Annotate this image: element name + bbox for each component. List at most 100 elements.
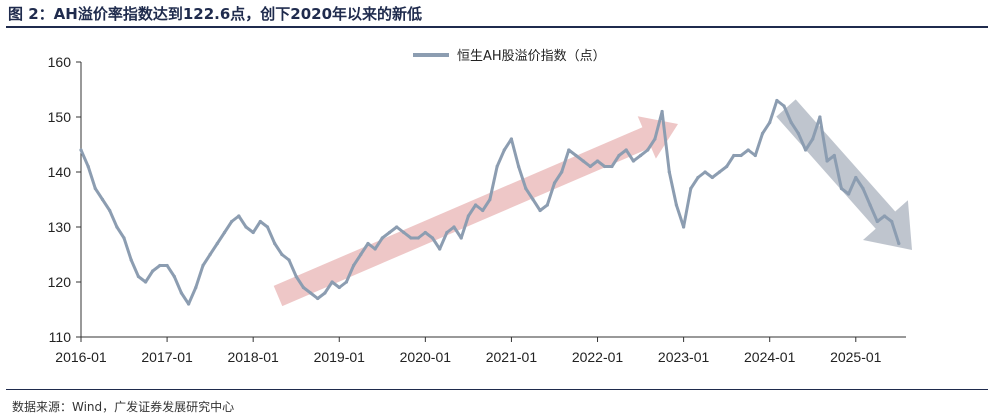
data-point (789, 120, 793, 125)
data-point (610, 164, 614, 169)
data-point (775, 98, 779, 103)
data-point (760, 131, 765, 136)
data-point (552, 181, 557, 185)
data-point (100, 197, 105, 202)
data-point (868, 203, 872, 207)
data-point (703, 170, 707, 174)
data-point (172, 274, 176, 279)
data-point (567, 148, 571, 152)
x-tick-label: 2024-01 (744, 349, 796, 365)
legend-label: 恒生AH股溢价指数（点） (457, 49, 606, 64)
data-point (301, 285, 305, 290)
data-point (352, 263, 356, 268)
data-point (796, 131, 801, 136)
data-point (287, 258, 291, 262)
data-point (481, 208, 485, 213)
data-point (617, 153, 621, 158)
data-point (674, 203, 679, 207)
title-rule (6, 26, 988, 28)
data-point (739, 153, 743, 158)
data-point (294, 274, 298, 279)
data-point (380, 236, 384, 240)
data-point (560, 170, 564, 174)
data-point (545, 203, 549, 207)
data-point (452, 225, 456, 229)
data-point (717, 170, 722, 174)
data-point (395, 225, 399, 229)
data-point (237, 214, 241, 218)
data-point (165, 263, 169, 268)
axes: 110 120 130 140 150 160 2016-01 2017-01 2018-01 2… (48, 54, 906, 365)
y-tick-label: 130 (48, 219, 72, 235)
data-point (201, 263, 205, 268)
data-point (660, 109, 664, 114)
data-point (839, 186, 844, 191)
data-point (309, 291, 313, 295)
data-point (409, 236, 413, 240)
data-point (136, 274, 140, 279)
data-point (811, 137, 815, 141)
data-point (689, 186, 693, 191)
data-point (387, 230, 392, 235)
data-point (230, 219, 234, 224)
data-point (244, 225, 248, 229)
data-point (151, 269, 155, 273)
data-point (804, 148, 808, 152)
data-point (725, 164, 729, 169)
data-point (430, 236, 435, 240)
data-point (696, 175, 700, 180)
data-point (316, 296, 320, 301)
legend: 恒生AH股溢价指数（点） (413, 49, 606, 64)
trend-arrows (273, 99, 912, 307)
data-point (144, 280, 148, 284)
data-point (330, 280, 334, 284)
y-tick-label: 160 (48, 54, 72, 70)
data-point (222, 230, 227, 235)
data-point (108, 208, 112, 213)
data-point (122, 236, 126, 240)
data-point (768, 120, 772, 125)
data-point (280, 252, 284, 257)
y-tick-label: 120 (48, 274, 72, 290)
data-point (115, 225, 119, 229)
data-point (746, 148, 750, 152)
data-point (215, 241, 219, 246)
data-point (337, 285, 341, 290)
data-point (416, 236, 420, 240)
data-point (646, 148, 650, 152)
data-point (402, 230, 406, 235)
downtrend-arrow (776, 99, 912, 251)
data-point (531, 197, 535, 202)
data-point (466, 214, 470, 218)
x-tick-label: 2025-01 (830, 349, 882, 365)
data-point (588, 164, 592, 169)
data-point (93, 186, 97, 191)
data-point (258, 219, 262, 224)
x-tick-label: 2020-01 (400, 349, 452, 365)
y-tick-label: 110 (49, 329, 72, 345)
data-point (847, 192, 851, 196)
series-layer (79, 98, 901, 306)
data-point (502, 148, 506, 152)
x-tick-label: 2021-01 (486, 349, 538, 365)
data-point (187, 302, 191, 306)
data-point (732, 153, 736, 158)
x-tick-label: 2018-01 (227, 349, 279, 365)
data-point (359, 252, 363, 257)
source-rule (6, 389, 988, 390)
chart-area: 110 120 130 140 150 160 2016-01 2017-01 2018-01 2… (48, 49, 912, 365)
data-point (595, 159, 600, 163)
chart-title: 图 2：AH溢价率指数达到122.6点，创下2020年以来的新低 (8, 5, 423, 23)
x-tick-label: 2023-01 (658, 349, 710, 365)
data-point (488, 197, 492, 202)
data-point (753, 153, 757, 158)
data-point (603, 164, 607, 169)
data-point (897, 241, 901, 246)
data-point (782, 104, 786, 108)
data-point (366, 241, 370, 246)
data-source: 数据来源：Wind，广发证券发展研究中心 (12, 400, 235, 414)
data-point (423, 230, 427, 235)
data-point (323, 291, 327, 295)
data-point (179, 291, 183, 295)
x-tick-label: 2022-01 (572, 349, 624, 365)
